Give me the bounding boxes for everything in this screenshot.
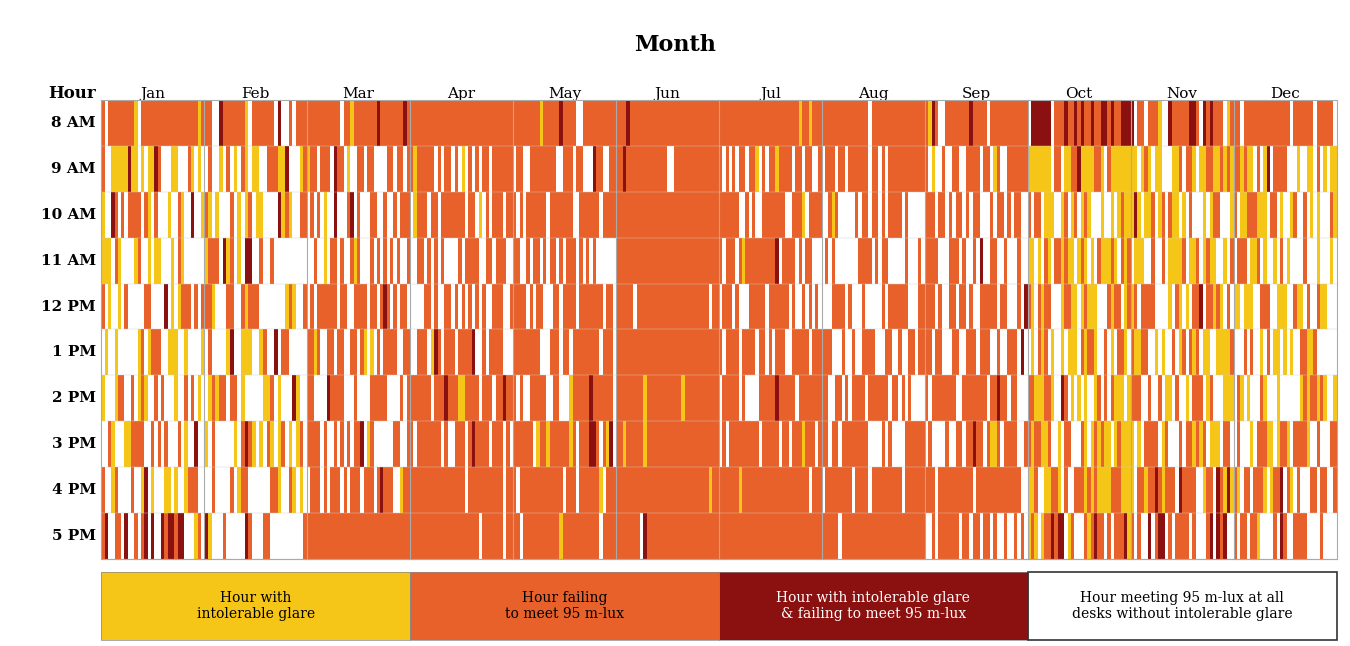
Text: 9 AM: 9 AM <box>51 162 96 176</box>
Text: Mar: Mar <box>343 87 374 101</box>
Text: Oct: Oct <box>1065 87 1092 101</box>
Text: Nov: Nov <box>1166 87 1197 101</box>
Text: Hour: Hour <box>49 85 96 102</box>
Text: 4 PM: 4 PM <box>51 483 96 497</box>
Text: 1 PM: 1 PM <box>51 346 96 359</box>
Text: 12 PM: 12 PM <box>40 300 96 313</box>
Text: Jul: Jul <box>760 87 780 101</box>
Text: Dec: Dec <box>1270 87 1300 101</box>
Text: 11 AM: 11 AM <box>40 254 96 267</box>
Text: Jun: Jun <box>655 87 680 101</box>
Text: 10 AM: 10 AM <box>40 208 96 222</box>
Text: Aug: Aug <box>859 87 888 101</box>
Text: Jan: Jan <box>140 87 165 101</box>
Text: 2 PM: 2 PM <box>51 391 96 405</box>
Text: Hour failing
to meet 95 m-lux: Hour failing to meet 95 m-lux <box>505 590 624 621</box>
Text: 8 AM: 8 AM <box>51 116 96 130</box>
Text: Hour meeting 95 m-lux at all
desks without intolerable glare: Hour meeting 95 m-lux at all desks witho… <box>1072 590 1292 621</box>
Text: Hour with
intolerable glare: Hour with intolerable glare <box>197 590 315 621</box>
Text: Sep: Sep <box>961 87 991 101</box>
Text: May: May <box>548 87 580 101</box>
Text: 3 PM: 3 PM <box>51 437 96 451</box>
Text: Feb: Feb <box>242 87 270 101</box>
Text: 5 PM: 5 PM <box>51 529 96 543</box>
Text: Hour with intolerable glare
& failing to meet 95 m-lux: Hour with intolerable glare & failing to… <box>776 590 971 621</box>
Text: Month: Month <box>634 34 716 56</box>
Text: Apr: Apr <box>447 87 475 101</box>
